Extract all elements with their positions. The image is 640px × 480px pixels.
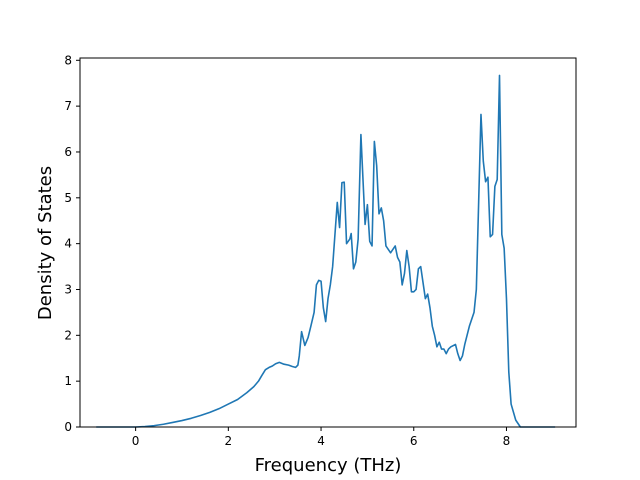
- y-axis-ticks: 0 1 2 3 4 5 6 7 8: [64, 53, 80, 434]
- y-tick-label: 8: [64, 53, 72, 67]
- x-tick-label: 4: [317, 434, 325, 448]
- x-tick-label: 8: [503, 434, 511, 448]
- plot-area: [79, 57, 577, 428]
- y-tick-label: 2: [64, 328, 72, 342]
- x-tick-label: 6: [410, 434, 418, 448]
- x-tick-label: 0: [132, 434, 140, 448]
- x-tick-label: 2: [225, 434, 233, 448]
- y-tick-label: 5: [64, 191, 72, 205]
- y-axis-label: Density of States: [35, 166, 56, 320]
- y-tick-label: 1: [64, 374, 72, 388]
- y-tick-label: 6: [64, 145, 72, 159]
- y-tick-label: 4: [64, 237, 72, 251]
- series-line-0: [96, 74, 556, 428]
- y-tick-label: 0: [64, 420, 72, 434]
- y-tick-label: 3: [64, 282, 72, 296]
- y-tick-label: 7: [64, 99, 72, 113]
- x-axis-label: Frequency (THz): [255, 455, 402, 476]
- x-axis-ticks: 0 2 4 6 8: [132, 427, 510, 448]
- axes-frame: [79, 57, 577, 428]
